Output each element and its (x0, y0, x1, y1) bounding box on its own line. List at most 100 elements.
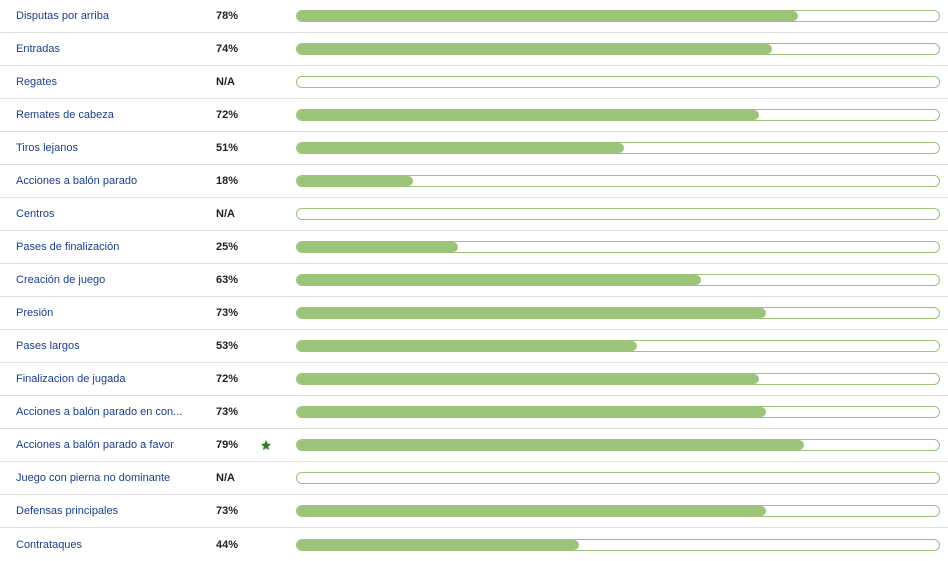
stat-label-link[interactable]: Disputas por arriba (16, 10, 216, 22)
stat-label-link[interactable]: Acciones a balón parado (16, 175, 216, 187)
stat-row: Juego con pierna no dominanteN/A (0, 462, 948, 495)
bar-cell (276, 539, 940, 551)
bar-cell (276, 241, 940, 253)
bar-fill (297, 110, 759, 120)
bar-cell (276, 76, 940, 88)
bar-fill (297, 275, 701, 285)
stat-row: Contrataques44% (0, 528, 948, 561)
stat-value: 53% (216, 340, 256, 352)
stat-value: 72% (216, 109, 256, 121)
stat-label-link[interactable]: Regates (16, 76, 216, 88)
bar-cell (276, 505, 940, 517)
stat-label-link[interactable]: Centros (16, 208, 216, 220)
stat-row: Finalizacion de jugada72% (0, 363, 948, 396)
stat-row: Tiros lejanos51% (0, 132, 948, 165)
bar-fill (297, 308, 766, 318)
stat-label-link[interactable]: Pases largos (16, 340, 216, 352)
bar-cell (276, 340, 940, 352)
stat-label-link[interactable]: Finalizacion de jugada (16, 373, 216, 385)
bar-track (296, 406, 940, 418)
stat-row: Pases largos53% (0, 330, 948, 363)
stat-row: Defensas principales73% (0, 495, 948, 528)
bar-cell (276, 175, 940, 187)
bar-cell (276, 10, 940, 22)
bar-track (296, 274, 940, 286)
stat-row: Acciones a balón parado en con...73% (0, 396, 948, 429)
stat-value: N/A (216, 76, 256, 88)
stat-label-link[interactable]: Acciones a balón parado a favor (16, 439, 216, 451)
bar-track (296, 439, 940, 451)
stat-row: Entradas74% (0, 33, 948, 66)
stat-row: Creación de juego63% (0, 264, 948, 297)
bar-cell (276, 142, 940, 154)
stat-value: 73% (216, 406, 256, 418)
stat-value: 44% (216, 539, 256, 551)
star-icon (260, 439, 272, 451)
stat-row: Presión73% (0, 297, 948, 330)
stat-label-link[interactable]: Juego con pierna no dominante (16, 472, 216, 484)
bar-cell (276, 208, 940, 220)
bar-track (296, 175, 940, 187)
bar-track (296, 43, 940, 55)
bar-cell (276, 43, 940, 55)
stat-label-link[interactable]: Remates de cabeza (16, 109, 216, 121)
bar-cell (276, 472, 940, 484)
stat-value: 51% (216, 142, 256, 154)
bar-track (296, 208, 940, 220)
stat-value: 73% (216, 307, 256, 319)
bar-cell (276, 406, 940, 418)
stat-label-link[interactable]: Entradas (16, 43, 216, 55)
bar-fill (297, 11, 798, 21)
bar-track (296, 472, 940, 484)
bar-cell (276, 274, 940, 286)
stat-value: 25% (216, 241, 256, 253)
stat-label-link[interactable]: Tiros lejanos (16, 142, 216, 154)
bar-fill (297, 407, 766, 417)
bar-fill (297, 143, 624, 153)
stat-value: 63% (216, 274, 256, 286)
bar-fill (297, 176, 413, 186)
bar-track (296, 142, 940, 154)
bar-track (296, 76, 940, 88)
bar-track (296, 109, 940, 121)
bar-track (296, 505, 940, 517)
stat-row: Disputas por arriba78% (0, 0, 948, 33)
bar-track (296, 10, 940, 22)
stat-label-link[interactable]: Pases de finalización (16, 241, 216, 253)
stat-label-link[interactable]: Defensas principales (16, 505, 216, 517)
bar-track (296, 241, 940, 253)
stat-value: 78% (216, 10, 256, 22)
bar-fill (297, 440, 804, 450)
bar-track (296, 307, 940, 319)
bar-track (296, 340, 940, 352)
stat-value: 79% (216, 439, 256, 451)
bar-cell (276, 439, 940, 451)
stat-label-link[interactable]: Acciones a balón parado en con... (16, 406, 216, 418)
stat-label-link[interactable]: Contrataques (16, 539, 216, 551)
stat-row: Acciones a balón parado a favor79% (0, 429, 948, 462)
stat-value: N/A (216, 472, 256, 484)
bar-fill (297, 44, 772, 54)
bar-track (296, 373, 940, 385)
bar-fill (297, 506, 766, 516)
bar-fill (297, 374, 759, 384)
bar-cell (276, 109, 940, 121)
star-slot (256, 439, 276, 451)
bar-cell (276, 307, 940, 319)
stat-label-link[interactable]: Creación de juego (16, 274, 216, 286)
bar-track (296, 539, 940, 551)
stat-value: 73% (216, 505, 256, 517)
stat-label-link[interactable]: Presión (16, 307, 216, 319)
bar-fill (297, 242, 458, 252)
bar-cell (276, 373, 940, 385)
bar-fill (297, 540, 579, 550)
stat-row: Pases de finalización25% (0, 231, 948, 264)
stat-value: N/A (216, 208, 256, 220)
bar-fill (297, 341, 637, 351)
stat-value: 74% (216, 43, 256, 55)
stat-row: RegatesN/A (0, 66, 948, 99)
stat-value: 18% (216, 175, 256, 187)
stat-row: CentrosN/A (0, 198, 948, 231)
stat-row: Remates de cabeza72% (0, 99, 948, 132)
stats-table: Disputas por arriba78%Entradas74%Regates… (0, 0, 948, 561)
